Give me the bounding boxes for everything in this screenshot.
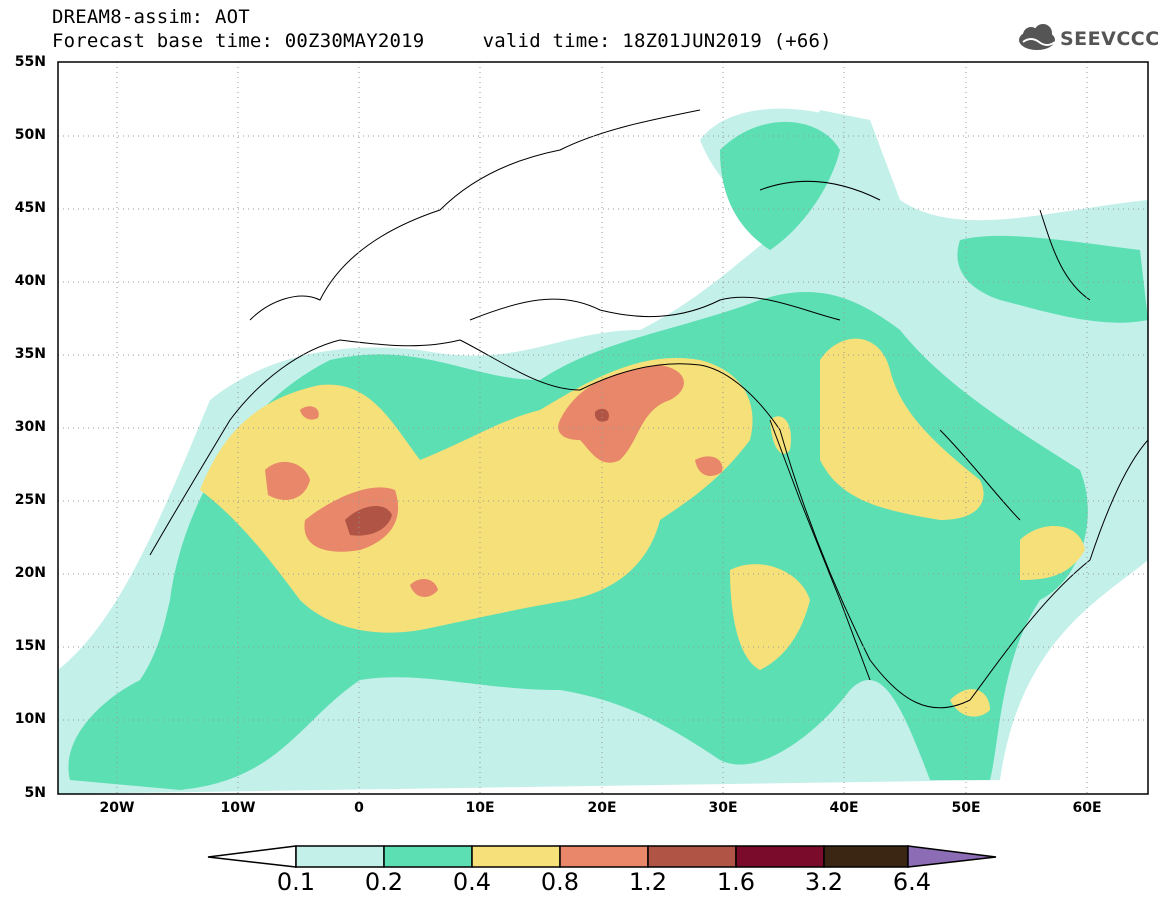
colorbar-swatch [559, 845, 649, 868]
lon-tick-label: 50E [951, 800, 981, 816]
lat-tick-label: 15N [14, 638, 46, 654]
lat-tick-label: 40N [14, 273, 46, 289]
colorbar [207, 845, 997, 868]
aot-level-1.2 [345, 408, 609, 536]
lat-tick-label: 30N [14, 419, 46, 435]
colorbar-label: 6.4 [892, 868, 932, 896]
map-frame [57, 61, 1149, 795]
lat-tick-label: 35N [14, 346, 46, 362]
lat-tick-label: 25N [14, 492, 46, 508]
aot-contours [58, 108, 1148, 794]
colorbar-swatch [383, 845, 473, 868]
lon-tick-label: 20W [99, 800, 135, 816]
lon-tick-label: 30E [708, 800, 738, 816]
lat-tick-label: 50N [14, 127, 46, 143]
lon-tick-label: 60E [1072, 800, 1102, 816]
colorbar-label: 1.6 [716, 868, 756, 896]
colorbar-swatch [471, 845, 561, 868]
colorbar-swatch [823, 845, 909, 868]
colorbar-swatch [295, 845, 385, 868]
logo-text: SEEVCCC [1060, 28, 1160, 50]
colorbar-under-arrow [207, 845, 297, 868]
colorbar-label: 1.2 [628, 868, 668, 896]
colorbar-label: 0.8 [540, 868, 580, 896]
lat-tick-label: 45N [14, 200, 46, 216]
colorbar-swatch [647, 845, 737, 868]
colorbar-swatch [735, 845, 825, 868]
grid-lines [58, 62, 1148, 794]
lon-tick-label: 10W [220, 800, 256, 816]
lat-tick-label: 10N [14, 711, 46, 727]
map-title: DREAM8-assim: AOT [52, 6, 250, 28]
colorbar-label: 0.4 [452, 868, 492, 896]
colorbar-label: 3.2 [804, 868, 844, 896]
forecast-time-subtitle: Forecast base time: 00Z30MAY2019 valid t… [52, 30, 832, 52]
colorbar-label: 0.1 [276, 868, 316, 896]
lon-tick-label: 40E [829, 800, 859, 816]
lon-tick-label: 20E [587, 800, 617, 816]
seevccc-logo [1019, 24, 1056, 50]
colorbar-label: 0.2 [364, 868, 404, 896]
cloud-icon [1019, 24, 1056, 50]
lon-tick-label: 0 [354, 800, 364, 816]
lat-tick-label: 20N [14, 565, 46, 581]
lat-tick-label: 5N [24, 785, 46, 801]
lon-tick-label: 10E [465, 800, 495, 816]
lat-tick-label: 55N [14, 54, 46, 70]
colorbar-over-arrow [907, 845, 997, 868]
